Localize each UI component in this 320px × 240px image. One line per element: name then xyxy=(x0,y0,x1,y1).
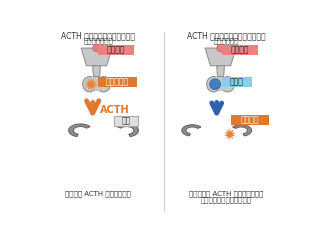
Polygon shape xyxy=(217,66,224,77)
Polygon shape xyxy=(224,128,236,140)
Text: ACTH: ACTH xyxy=(100,105,130,115)
Ellipse shape xyxy=(83,77,97,92)
Polygon shape xyxy=(69,124,90,137)
Text: 副腎腫瘍が ACTH の制御を受けず: 副腎腫瘍が ACTH の制御を受けず xyxy=(189,191,263,197)
Text: 下垂体腺腫: 下垂体腺腫 xyxy=(106,78,129,86)
FancyBboxPatch shape xyxy=(231,115,269,125)
Text: ACTH 依存性クッシング症候群: ACTH 依存性クッシング症候群 xyxy=(61,31,135,40)
Text: （副腎腺腫）: （副腎腺腫） xyxy=(213,37,239,44)
Polygon shape xyxy=(93,66,100,77)
Text: 下垂体が ACTH を過剰に分泌: 下垂体が ACTH を過剰に分泌 xyxy=(65,191,131,197)
Circle shape xyxy=(217,44,224,52)
Text: （下垂体腺腫）: （下垂体腺腫） xyxy=(83,37,113,44)
Ellipse shape xyxy=(215,77,226,91)
Text: 視床下部: 視床下部 xyxy=(107,45,125,54)
FancyBboxPatch shape xyxy=(222,45,258,54)
Ellipse shape xyxy=(97,77,110,92)
Text: 副腎腫瘍: 副腎腫瘍 xyxy=(241,115,259,124)
Polygon shape xyxy=(233,125,252,136)
FancyBboxPatch shape xyxy=(222,77,252,87)
Polygon shape xyxy=(182,125,201,136)
FancyBboxPatch shape xyxy=(98,77,137,87)
FancyBboxPatch shape xyxy=(114,116,138,126)
Polygon shape xyxy=(205,48,236,66)
Text: 下垂体: 下垂体 xyxy=(230,78,244,86)
Ellipse shape xyxy=(91,77,102,91)
Text: 視床下部: 視床下部 xyxy=(231,45,249,54)
Polygon shape xyxy=(81,48,112,66)
Ellipse shape xyxy=(220,77,235,92)
Ellipse shape xyxy=(207,77,220,92)
Circle shape xyxy=(93,44,100,52)
Circle shape xyxy=(210,79,220,90)
Text: ACTH 非依存性クッシング症候群: ACTH 非依存性クッシング症候群 xyxy=(187,31,265,40)
Text: 副腎: 副腎 xyxy=(121,117,131,126)
Polygon shape xyxy=(90,77,104,83)
Polygon shape xyxy=(214,77,228,83)
Polygon shape xyxy=(117,124,139,137)
FancyBboxPatch shape xyxy=(98,45,134,54)
Text: コルチゾールを勝手に分泌: コルチゾールを勝手に分泌 xyxy=(201,197,252,203)
Polygon shape xyxy=(84,77,98,91)
